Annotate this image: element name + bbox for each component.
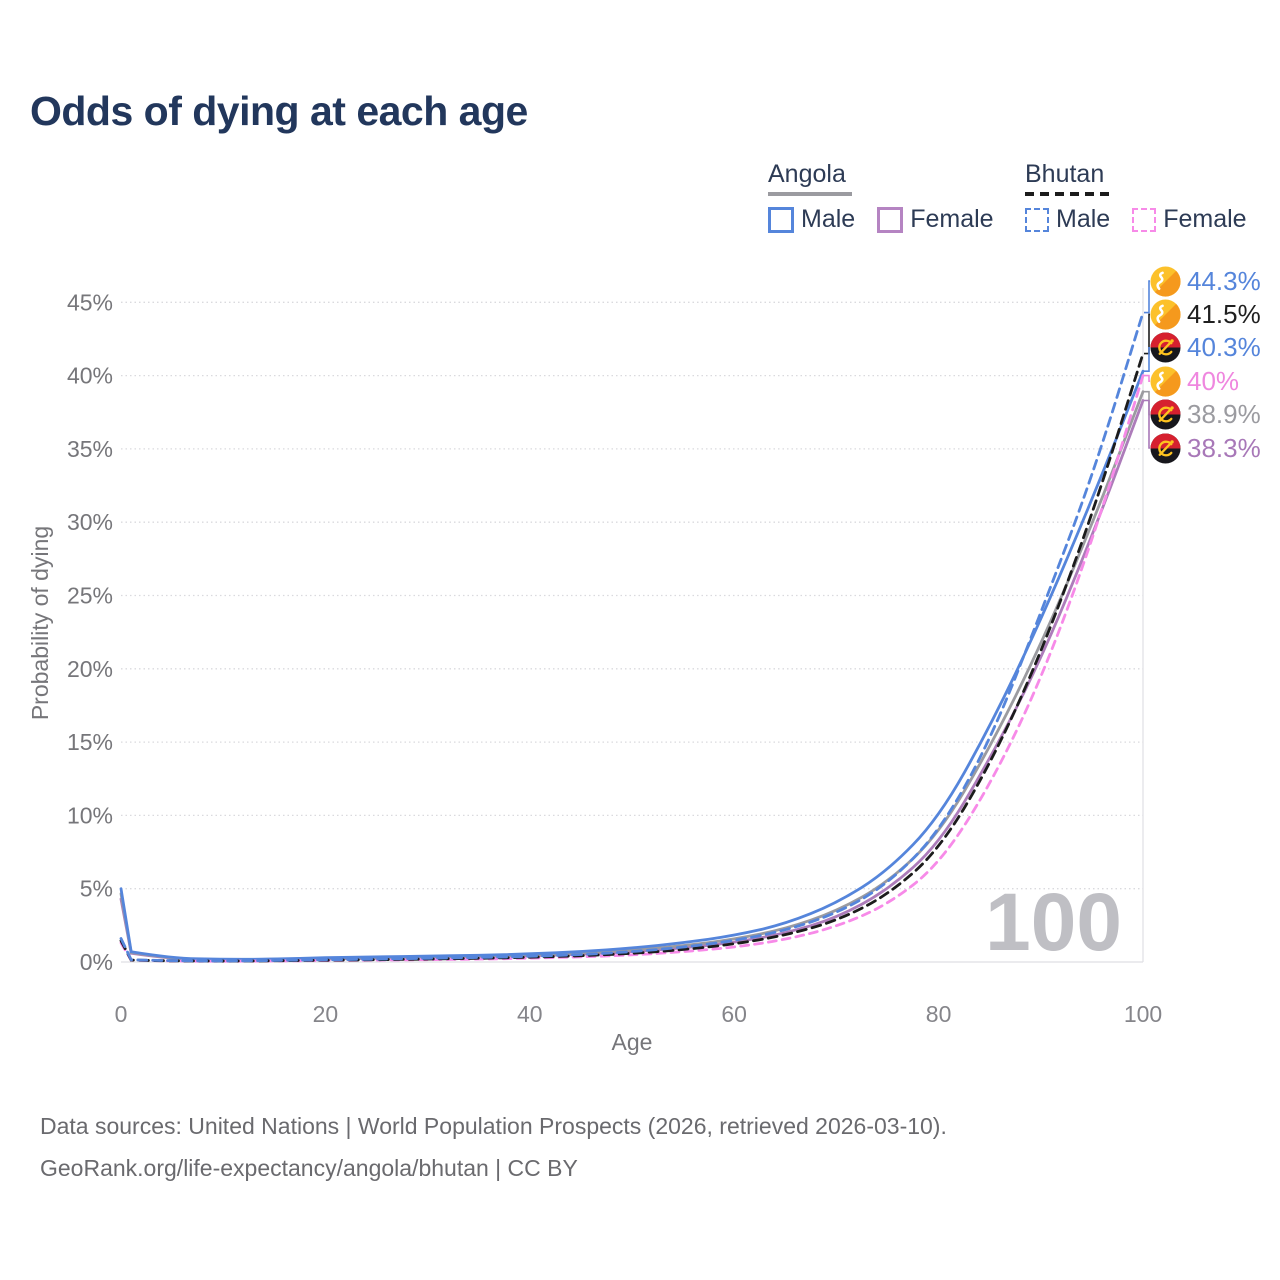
page-title: Odds of dying at each age: [30, 88, 528, 134]
footer-data-sources: Data sources: United Nations | World Pop…: [40, 1113, 947, 1139]
end-label-bhutan-both: 41.5%: [1150, 299, 1261, 330]
end-label-value: 38.3%: [1187, 432, 1261, 463]
end-label-angola-male: 40.3%: [1150, 332, 1261, 363]
x-tick-label: 60: [721, 1001, 747, 1027]
end-label-leader-angola-male: [1144, 347, 1150, 372]
angola-line-style-sample: [768, 192, 852, 196]
footer: Data sources: United Nations | World Pop…: [40, 1106, 947, 1190]
y-tick-label: 15%: [67, 729, 113, 755]
bhutan-flag-icon: [1150, 265, 1181, 297]
end-label-leader-bhutan-female: [1144, 374, 1150, 382]
end-label-value: 41.5%: [1187, 298, 1261, 329]
legend-item-label: Male: [801, 205, 856, 233]
series-line-angola-female[interactable]: [119, 399, 1145, 962]
end-label-leader-bhutan-both: [1144, 313, 1150, 355]
legend-item-label: Female: [910, 205, 994, 233]
end-label-bhutan-male: 44.3%: [1150, 266, 1261, 297]
angola-female-swatch: [877, 206, 904, 233]
angola-flag-icon: [1150, 432, 1181, 464]
end-label-value: 44.3%: [1187, 265, 1261, 296]
angola-flag-icon: [1150, 332, 1181, 363]
x-tick-label: 20: [313, 1001, 339, 1027]
y-tick-label: 40%: [67, 363, 113, 389]
y-tick-label: 5%: [80, 876, 113, 902]
bhutan-flag-icon: [1150, 299, 1181, 330]
end-label-angola-female: 38.3%: [1150, 433, 1261, 464]
y-tick-label: 30%: [67, 509, 113, 535]
legend-group-bhutan: Bhutan Male Female: [1025, 160, 1247, 234]
legend-item-angola-male[interactable]: Male: [768, 205, 855, 234]
end-label-bhutan-female: 40%: [1150, 366, 1239, 397]
age-watermark: 100: [985, 877, 1122, 968]
legend-group-angola: Angola Male Female: [768, 160, 994, 234]
legend-item-bhutan-male[interactable]: Male: [1025, 205, 1110, 234]
series-line-bhutan-both[interactable]: [119, 352, 1145, 963]
x-tick-label: 100: [1124, 1001, 1162, 1027]
y-tick-label: 10%: [67, 802, 113, 828]
bhutan-female-swatch: [1132, 207, 1157, 232]
legend-country-bhutan[interactable]: Bhutan: [1025, 160, 1105, 188]
y-tick-label: 25%: [67, 583, 113, 609]
y-tick-label: 20%: [67, 656, 113, 682]
x-axis-title: Age: [612, 1029, 653, 1055]
end-label-angola-both: 38.9%: [1150, 399, 1261, 430]
end-label-leader-angola-female: [1144, 399, 1150, 449]
x-tick-label: 40: [517, 1001, 543, 1027]
bhutan-line-style-sample: [1025, 192, 1109, 196]
legend-item-label: Female: [1163, 205, 1247, 233]
angola-male-swatch: [768, 206, 794, 233]
y-tick-label: 35%: [67, 436, 113, 462]
bhutan-flag-icon: [1150, 366, 1181, 397]
y-tick-label: 45%: [67, 289, 113, 315]
x-tick-label: 80: [926, 1001, 952, 1027]
series-line-angola-both[interactable]: [119, 390, 1145, 961]
legend-country-angola[interactable]: Angola: [768, 160, 846, 188]
end-label-value: 38.9%: [1187, 399, 1261, 430]
series-line-angola-male[interactable]: [119, 369, 1145, 961]
x-tick-label: 0: [115, 1001, 128, 1027]
legend-item-label: Male: [1056, 205, 1111, 233]
y-tick-label: 0%: [80, 949, 113, 975]
series-line-bhutan-male[interactable]: [119, 311, 1145, 963]
bhutan-male-swatch: [1025, 207, 1049, 232]
end-label-leader-bhutan-male: [1144, 280, 1150, 314]
legend-item-angola-female[interactable]: Female: [877, 205, 994, 234]
legend-item-bhutan-female[interactable]: Female: [1132, 205, 1247, 234]
y-axis-title: Probability of dying: [27, 526, 53, 720]
end-label-value: 40.3%: [1187, 332, 1261, 363]
angola-flag-icon: [1150, 399, 1181, 430]
end-label-value: 40%: [1187, 365, 1240, 396]
footer-attribution: GeoRank.org/life-expectancy/angola/bhuta…: [40, 1154, 578, 1181]
